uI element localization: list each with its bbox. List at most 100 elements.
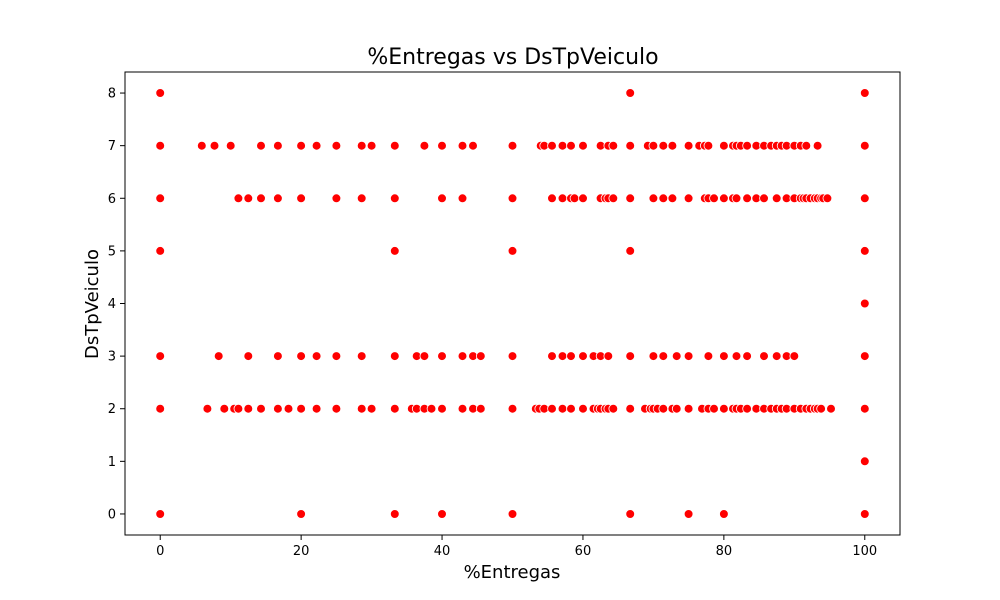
y-tick-label: 2 — [108, 402, 116, 417]
data-point — [859, 509, 870, 519]
data-point — [457, 193, 468, 204]
data-point — [233, 403, 244, 414]
data-point — [437, 509, 447, 519]
data-point — [667, 140, 678, 151]
data-point — [419, 140, 430, 151]
data-point — [671, 351, 682, 361]
data-point — [566, 403, 576, 414]
x-tick-label: 60 — [575, 544, 592, 559]
data-point — [457, 403, 468, 414]
y-tick-label: 7 — [108, 139, 116, 154]
data-point — [719, 351, 729, 361]
data-point — [389, 351, 400, 361]
data-point — [475, 351, 486, 361]
data-point — [683, 509, 694, 519]
y-tick-label: 4 — [108, 297, 116, 312]
data-point — [683, 140, 694, 151]
data-point — [648, 351, 659, 361]
chart-title: %Entregas vs DsTpVeiculo — [367, 45, 658, 70]
data-point — [625, 509, 635, 519]
data-point — [547, 140, 557, 151]
data-point — [507, 193, 518, 204]
data-point — [683, 403, 694, 414]
data-point — [608, 403, 619, 414]
x-axis-label: %Entregas — [464, 562, 561, 583]
data-point — [507, 509, 518, 519]
data-point — [719, 403, 729, 414]
data-point — [683, 351, 694, 361]
data-point — [719, 509, 729, 519]
y-axis-label: DsTpVeiculo — [82, 249, 103, 359]
data-point — [155, 140, 166, 151]
data-point — [273, 351, 283, 361]
data-point — [578, 140, 588, 151]
data-point — [233, 193, 244, 204]
data-point — [547, 351, 557, 361]
data-point — [648, 193, 659, 204]
data-point — [437, 140, 447, 151]
data-point — [437, 403, 447, 414]
data-point — [625, 351, 635, 361]
data-point — [578, 403, 588, 414]
data-point — [507, 246, 518, 256]
data-point — [243, 351, 254, 361]
data-point — [356, 193, 367, 204]
data-point — [625, 88, 635, 98]
data-point — [759, 351, 769, 361]
y-tick-label: 6 — [108, 192, 116, 207]
data-point — [801, 140, 812, 151]
data-point — [608, 140, 619, 151]
data-point — [457, 351, 468, 361]
data-point — [859, 246, 870, 256]
data-point — [625, 193, 635, 204]
data-point — [331, 193, 342, 204]
data-point — [578, 351, 588, 361]
data-point — [366, 403, 377, 414]
data-point — [283, 403, 294, 414]
data-point — [822, 193, 833, 204]
data-point — [437, 351, 447, 361]
data-point — [356, 351, 367, 361]
data-point — [426, 403, 437, 414]
data-point — [703, 351, 714, 361]
data-point — [812, 140, 823, 151]
data-point — [742, 351, 752, 361]
data-point — [771, 193, 782, 204]
data-point — [719, 193, 729, 204]
x-tick-label: 80 — [716, 544, 733, 559]
data-point — [859, 456, 870, 467]
data-point — [569, 193, 580, 204]
data-point — [219, 403, 230, 414]
data-point — [742, 403, 752, 414]
data-point — [256, 403, 266, 414]
data-point — [389, 246, 400, 256]
data-point — [566, 351, 576, 361]
data-point — [703, 140, 714, 151]
data-point — [557, 351, 568, 361]
data-point — [311, 351, 322, 361]
data-point — [826, 403, 836, 414]
data-point — [437, 193, 447, 204]
data-point — [658, 351, 669, 361]
data-point — [771, 351, 782, 361]
data-point — [742, 193, 752, 204]
data-point — [389, 140, 400, 151]
data-point — [331, 140, 342, 151]
data-point — [683, 193, 694, 204]
data-point — [557, 140, 568, 151]
x-axis: 0 20 40 60 80 100 — [156, 535, 877, 559]
data-point — [859, 193, 870, 204]
data-point — [155, 351, 166, 361]
data-point — [202, 403, 213, 414]
data-point — [155, 88, 166, 98]
data-point — [389, 403, 400, 414]
plot-area — [155, 88, 870, 519]
data-point — [389, 193, 400, 204]
data-point — [658, 193, 669, 204]
data-point — [197, 140, 207, 151]
data-point — [859, 88, 870, 98]
data-point — [419, 351, 430, 361]
data-point — [389, 509, 400, 519]
data-point — [547, 403, 557, 414]
